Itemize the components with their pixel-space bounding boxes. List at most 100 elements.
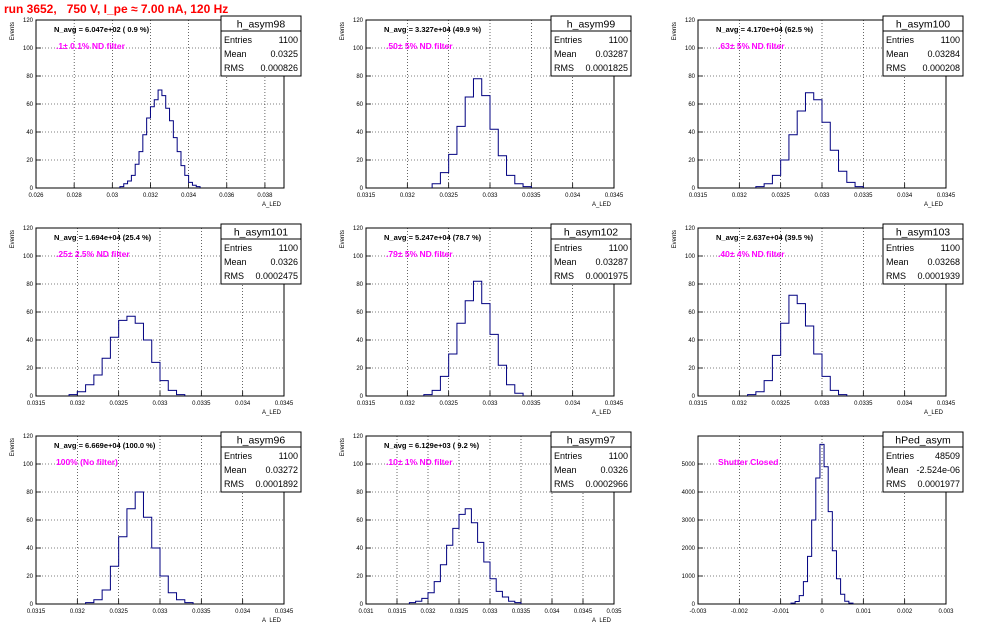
stats-label: Entries [224, 451, 253, 461]
x-tick-label: 0.033 [482, 193, 498, 199]
x-tick-label: 0.033 [482, 401, 498, 407]
x-tick-label: 0.0335 [192, 609, 211, 615]
filter-annotation: .79± 5% ND filter [386, 249, 453, 259]
x-tick-label: 0.0345 [605, 193, 624, 199]
y-tick-label: 0 [360, 186, 364, 192]
stats-label: Mean [886, 257, 909, 267]
histogram-panel: 0.0315 0.032 0.0325 0.033 0.0335 0.034 0.0345 0… [10, 431, 302, 622]
x-tick-label: 0.038 [257, 193, 273, 199]
histogram-line [790, 443, 854, 604]
y-tick-label: 100 [23, 462, 34, 468]
x-axis-label: A_LED [924, 410, 944, 416]
stats-label: Mean [224, 49, 247, 59]
y-tick-label: 1000 [682, 574, 696, 580]
stats-value: 0.0001975 [585, 271, 628, 281]
x-tick-label: 0.0325 [439, 401, 458, 407]
y-tick-label: 0 [30, 186, 34, 192]
x-tick-label: -0.001 [772, 609, 790, 615]
y-tick-label: 40 [26, 130, 33, 136]
x-axis-label: A_LED [262, 618, 282, 622]
x-tick-label: 0.034 [897, 401, 913, 407]
y-tick-label: 0 [692, 602, 696, 608]
stats-box: h_asym97 Entries 1100 Mean 0.0326 RMS 0.000296… [550, 431, 632, 493]
navg-label: N_avg = 5.247e+04 (78.7 %) [384, 233, 482, 242]
x-axis-label: A_LED [592, 410, 612, 416]
x-tick-label: 0.0325 [109, 401, 128, 407]
x-tick-label: 0.033 [152, 401, 168, 407]
stats-value: 48509 [935, 451, 960, 461]
histogram-name: h_asym99 [567, 19, 616, 31]
y-tick-label: 2000 [682, 546, 696, 552]
x-tick-label: 0.0335 [522, 401, 541, 407]
stats-box: h_asym101 Entries 1100 Mean 0.0326 RMS 0.00024… [220, 223, 302, 285]
stats-value: 1100 [609, 243, 628, 253]
y-tick-label: 40 [26, 338, 33, 344]
stats-value: 0.03268 [927, 257, 960, 267]
stats-label: Mean [554, 465, 577, 475]
histogram-line [755, 92, 864, 188]
x-tick-label: 0.0345 [275, 609, 294, 615]
y-tick-label: 120 [685, 18, 696, 24]
stats-value: 0.03287 [595, 49, 628, 59]
stats-label: Entries [886, 243, 915, 253]
x-tick-label: 0.034 [181, 193, 197, 199]
stats-box-frame [220, 223, 302, 285]
x-tick-label: 0.0345 [275, 401, 294, 407]
histogram-panel: 0.0315 0.032 0.0325 0.033 0.0335 0.034 0.0345 0… [340, 223, 632, 416]
histogram-name: hPed_asym [895, 435, 951, 447]
x-tick-label: 0.002 [897, 609, 913, 615]
histogram-panel: 0.031 0.0315 0.032 0.0325 0.033 0.0335 0.034 0.… [340, 431, 632, 622]
filter-annotation: .1± 0.1% ND filter [56, 41, 126, 51]
histogram-name: h_asym102 [564, 227, 618, 239]
x-tick-label: 0.031 [358, 609, 374, 615]
x-axis-label: A_LED [262, 202, 282, 208]
y-tick-label: 100 [353, 254, 364, 260]
stats-value: 1100 [609, 451, 628, 461]
filter-annotation: .63± 5% ND filter [718, 41, 785, 51]
stats-value: 1100 [609, 35, 628, 45]
y-tick-label: 20 [688, 366, 695, 372]
histogram-panel: 0.0315 0.032 0.0325 0.033 0.0335 0.034 0.0345 0… [672, 15, 964, 208]
stats-value: 0.0326 [270, 257, 298, 267]
y-tick-label: 120 [23, 226, 34, 232]
histogram-panel: 0.0315 0.032 0.0325 0.033 0.0335 0.034 0.0345 0… [340, 15, 632, 208]
main-title: run 3652, 750 V, I_pe ≈ 7.00 nA, 120 Hz [4, 2, 229, 16]
y-tick-label: 100 [685, 46, 696, 52]
stats-value: 0.0325 [270, 49, 298, 59]
x-tick-label: 0.034 [565, 193, 581, 199]
y-tick-label: 60 [26, 102, 33, 108]
histogram-line [68, 315, 186, 396]
stats-value: 0.0002475 [255, 271, 298, 281]
x-tick-label: 0.0345 [574, 609, 593, 615]
x-axis-label: A_LED [924, 202, 944, 208]
y-tick-label: 60 [356, 102, 363, 108]
stats-box-frame [882, 15, 964, 77]
y-tick-label: 120 [353, 434, 364, 440]
x-tick-label: 0.035 [606, 609, 622, 615]
x-tick-label: 0.028 [67, 193, 83, 199]
stats-box-frame [220, 431, 302, 493]
y-tick-label: 120 [353, 18, 364, 24]
navg-label: N_avg = 1.694e+04 (25.4 %) [54, 233, 152, 242]
stats-box-frame [550, 431, 632, 493]
stats-label: Mean [554, 257, 577, 267]
navg-label: N_avg = 4.170e+04 (62.5 %) [716, 25, 814, 34]
y-axis-label: Events [672, 230, 678, 248]
y-tick-label: 60 [688, 102, 695, 108]
histogram-panel: 0.0315 0.032 0.0325 0.033 0.0335 0.034 0.0345 0… [672, 223, 964, 416]
histogram-line [431, 78, 532, 188]
stats-label: RMS [886, 479, 906, 489]
stats-box: h_asym99 Entries 1100 Mean 0.03287 RMS 0.00018… [550, 15, 632, 77]
stats-box: h_asym102 Entries 1100 Mean 0.03287 RMS 0.0001… [550, 223, 632, 285]
y-tick-label: 80 [356, 282, 363, 288]
x-tick-label: 0.026 [28, 193, 44, 199]
y-tick-label: 100 [23, 46, 34, 52]
y-tick-label: 80 [688, 74, 695, 80]
stats-value: 0.0001939 [917, 271, 960, 281]
histogram-name: h_asym100 [896, 19, 950, 31]
x-tick-label: 0.032 [143, 193, 159, 199]
y-tick-label: 40 [356, 546, 363, 552]
filter-annotation: .40± 4% ND filter [718, 249, 785, 259]
stats-label: Mean [554, 49, 577, 59]
stats-value: 1100 [279, 451, 298, 461]
